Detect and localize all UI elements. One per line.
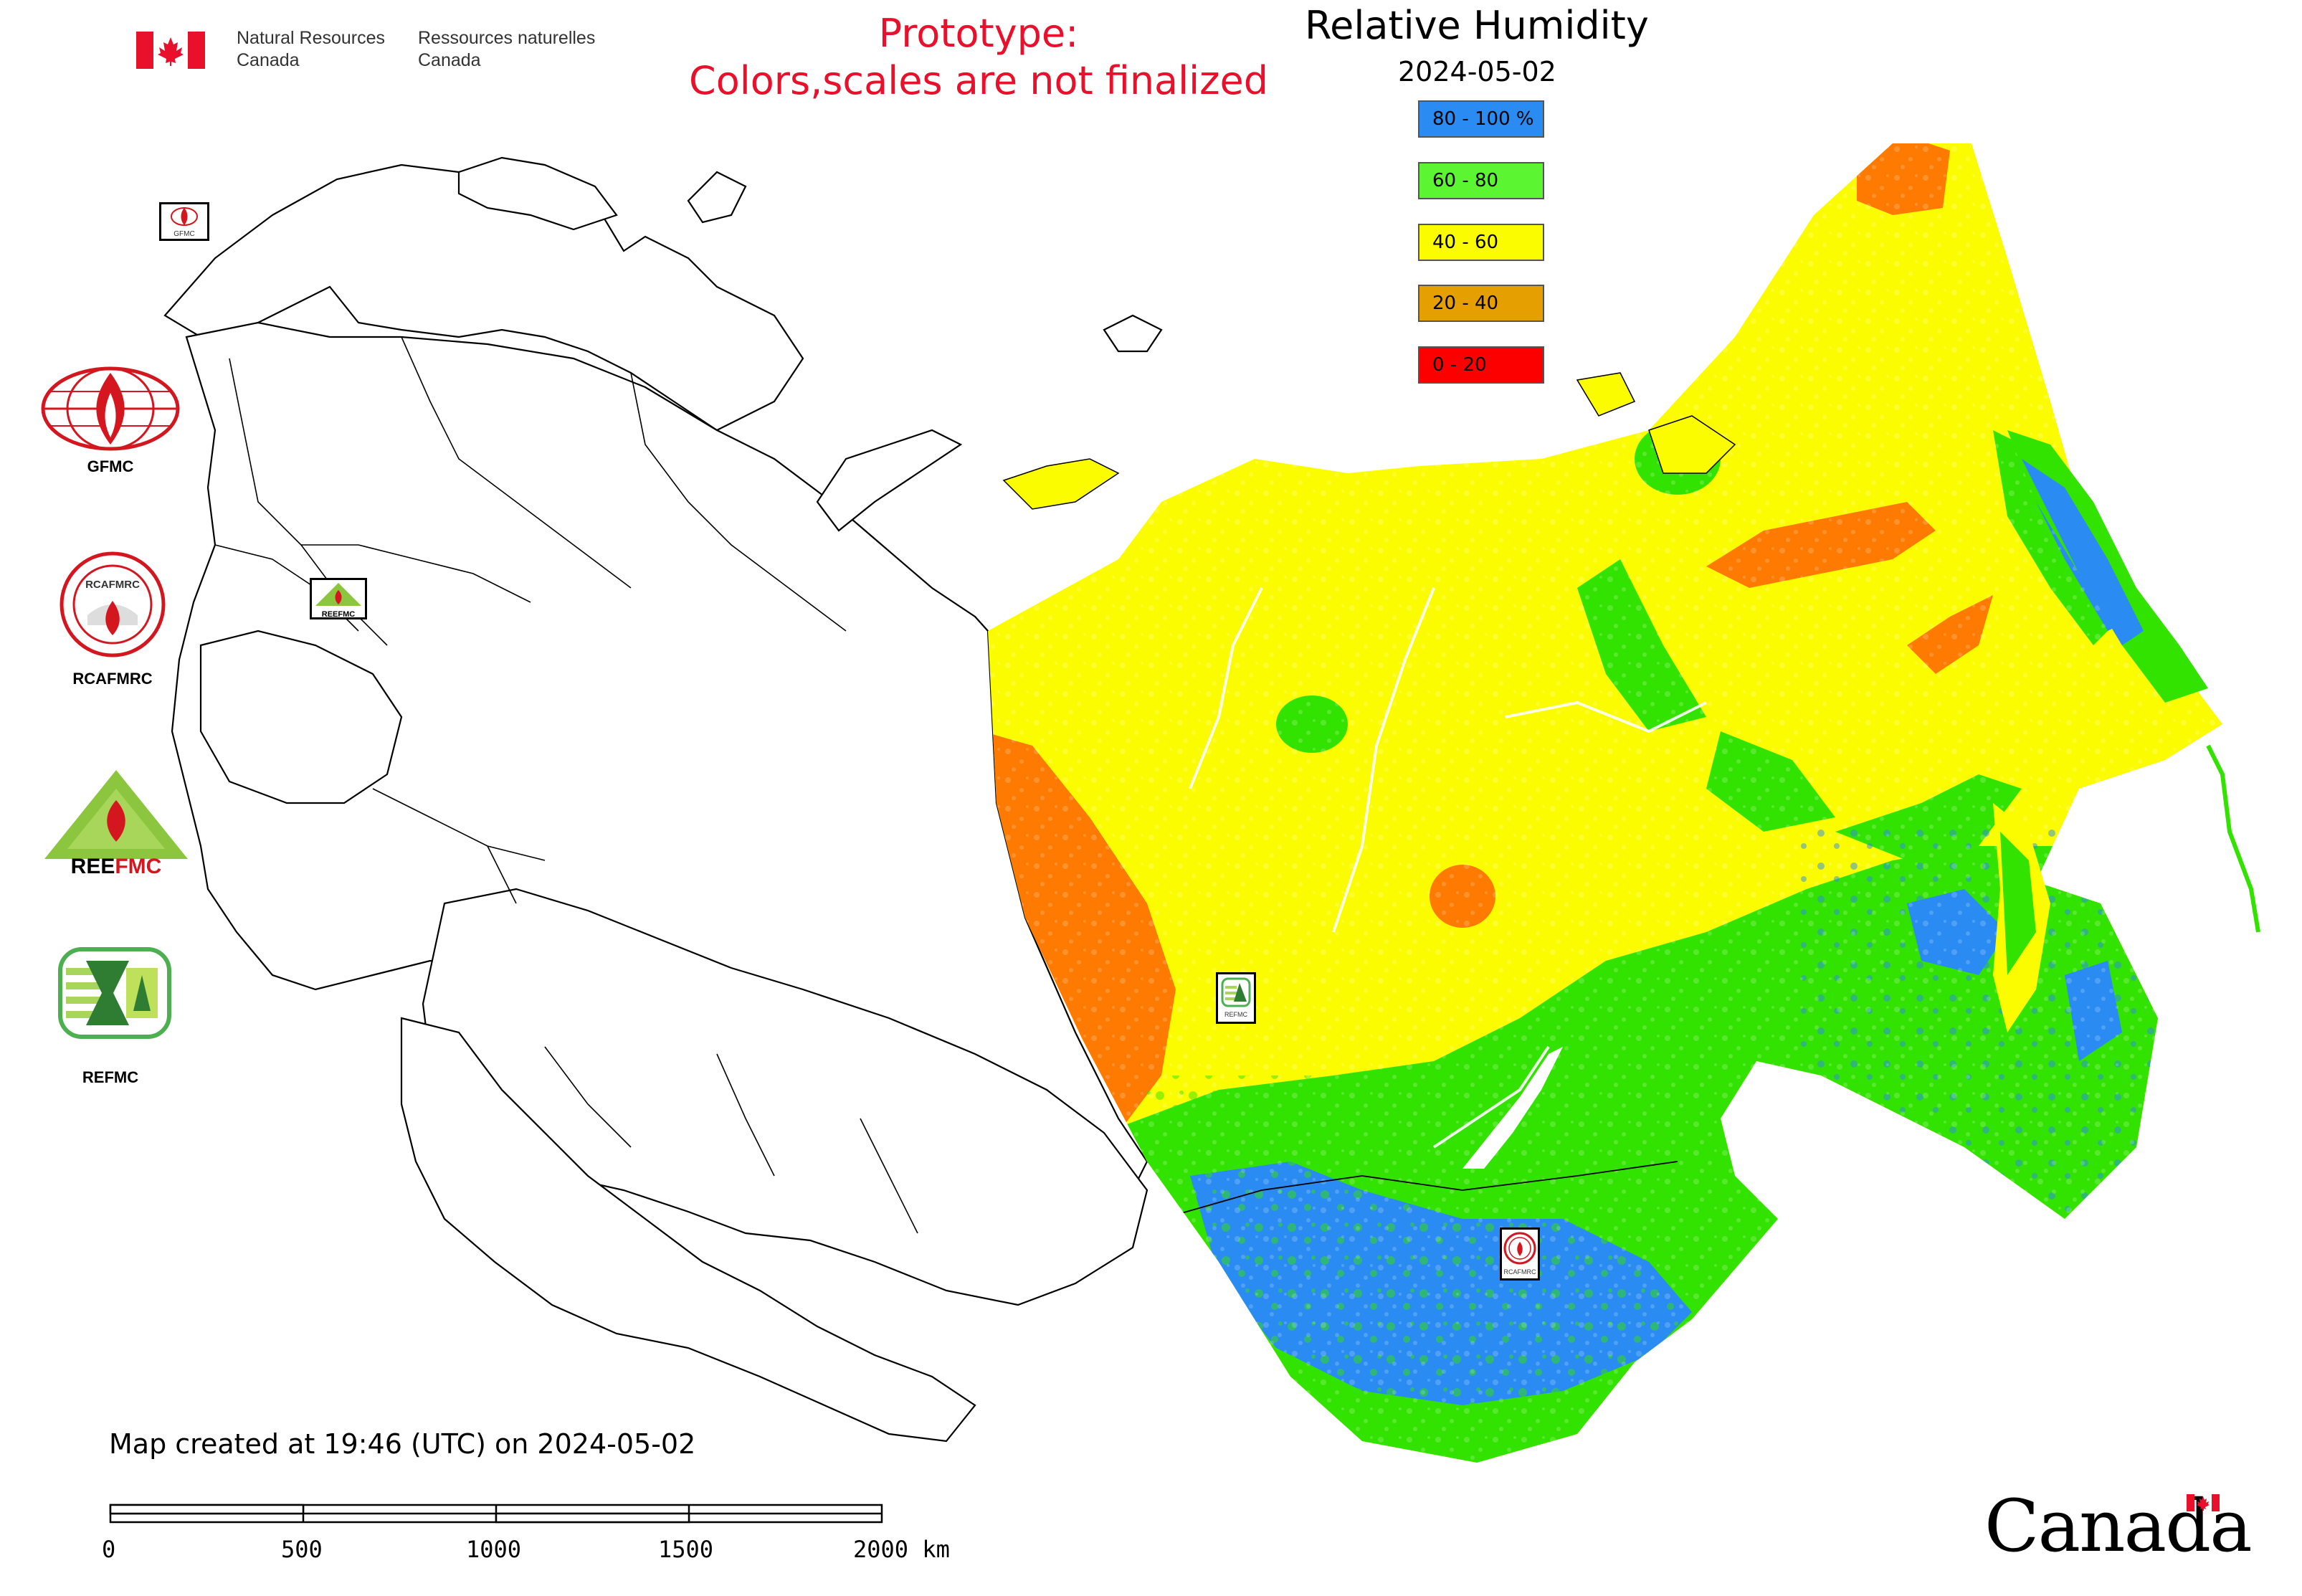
reefmc-logo-icon: REEFMC (44, 770, 188, 875)
marker-refmc[interactable]: REFMC (1216, 972, 1256, 1024)
gfmc-logo-icon (41, 366, 180, 451)
gfmc-marker-icon (171, 207, 198, 226)
rcafmrc-marker-label: RCAFMRC (1503, 1268, 1536, 1276)
rcafmrc-label: RCAFMRC (72, 670, 153, 688)
internal-boundaries (214, 336, 918, 1234)
map-date: 2024-05-02 (1398, 56, 1556, 87)
scale-label-0: 0 (102, 1536, 116, 1563)
scale-bar (109, 1504, 883, 1524)
marker-rcafmrc[interactable]: RCAFMRC (1500, 1227, 1540, 1281)
gfmc-label: GFMC (87, 457, 134, 475)
refmc-logo-icon (58, 947, 171, 1039)
rcafmrc-logo-icon: RCAFMRC (60, 551, 166, 657)
svg-text:REEFMC: REEFMC (71, 855, 162, 875)
prototype-notice: Prototype: Colors,scales are not finaliz… (667, 10, 1290, 105)
canada-wordmark-text: Canada (1984, 1484, 2253, 1568)
reefmc-marker-label: REEFMC (321, 610, 356, 619)
scale-label-1000: 1000 (466, 1536, 522, 1563)
legend-item-60-80: 60 - 80 (1418, 162, 1544, 199)
map-created-note: Map created at 19:46 (UTC) on 2024-05-02 (109, 1428, 696, 1460)
gfmc-marker-label: GFMC (173, 230, 195, 238)
kola-peninsula-outline (457, 156, 618, 231)
scale-label-500: 500 (281, 1536, 323, 1563)
svg-text:RCAFMRC: RCAFMRC (85, 579, 140, 591)
wordmark-flag-icon (2187, 1494, 2220, 1511)
arctic-islands (1648, 415, 1736, 474)
lake-baikal (1462, 1047, 1563, 1169)
refmc-marker-icon (1221, 977, 1251, 1007)
novaya-zemlya-outline (816, 429, 963, 532)
agency-name-fr-line2: Canada (418, 50, 481, 70)
legend-item-0-20: 0 - 20 (1418, 346, 1544, 384)
map-title: Relative Humidity (1305, 3, 1649, 48)
legend-item-20-40: 20 - 40 (1418, 285, 1544, 322)
agency-name-en-line1: Natural Resources (237, 28, 386, 48)
franz-josef-outline (1103, 314, 1163, 353)
refmc-marker-label: REFMC (1224, 1011, 1247, 1018)
agency-name-fr-line1: Ressources naturelles (418, 28, 596, 48)
marker-reefmc[interactable]: REEFMC (310, 578, 367, 619)
scale-bar-labels: 0 500 1000 1500 2000 km (0, 1536, 1004, 1567)
rcafmrc-marker-icon (1503, 1232, 1536, 1265)
agency-name-en-line2: Canada (237, 50, 300, 70)
legend-item-80-100: 80 - 100 % (1418, 100, 1544, 138)
mongolia-border (1161, 1161, 1678, 1220)
reefmc-marker-icon (315, 583, 361, 606)
rivers (1189, 587, 1707, 1149)
scale-label-1500: 1500 (658, 1536, 714, 1563)
scale-label-2000: 2000 km (853, 1536, 950, 1563)
prototype-notice-line2: Colors,scales are not finalized (689, 58, 1268, 103)
canada-flag-icon (136, 32, 205, 69)
kuril-islands (2206, 744, 2260, 933)
country-outlines-west (163, 156, 1163, 1443)
fire-center-logos: GFMC RCAFMRC RCAFMRC REEFMC (29, 358, 194, 1111)
canada-wordmark: Canada (1984, 1484, 2253, 1570)
marker-gfmc[interactable]: GFMC (159, 202, 209, 241)
prototype-notice-line1: Prototype: (878, 11, 1079, 56)
scandinavia-outline (163, 163, 804, 432)
legend-item-40-60: 40 - 60 (1418, 224, 1544, 261)
refmc-label: REFMC (82, 1068, 139, 1086)
legend: 80 - 100 % 60 - 80 40 - 60 20 - 40 0 - 2… (1418, 100, 1561, 387)
central-asia-outline (400, 1017, 976, 1443)
svalbard-outline (687, 171, 747, 224)
eastern-landmasses (1002, 372, 2260, 1032)
belarus-ukraine-outline (199, 630, 403, 804)
